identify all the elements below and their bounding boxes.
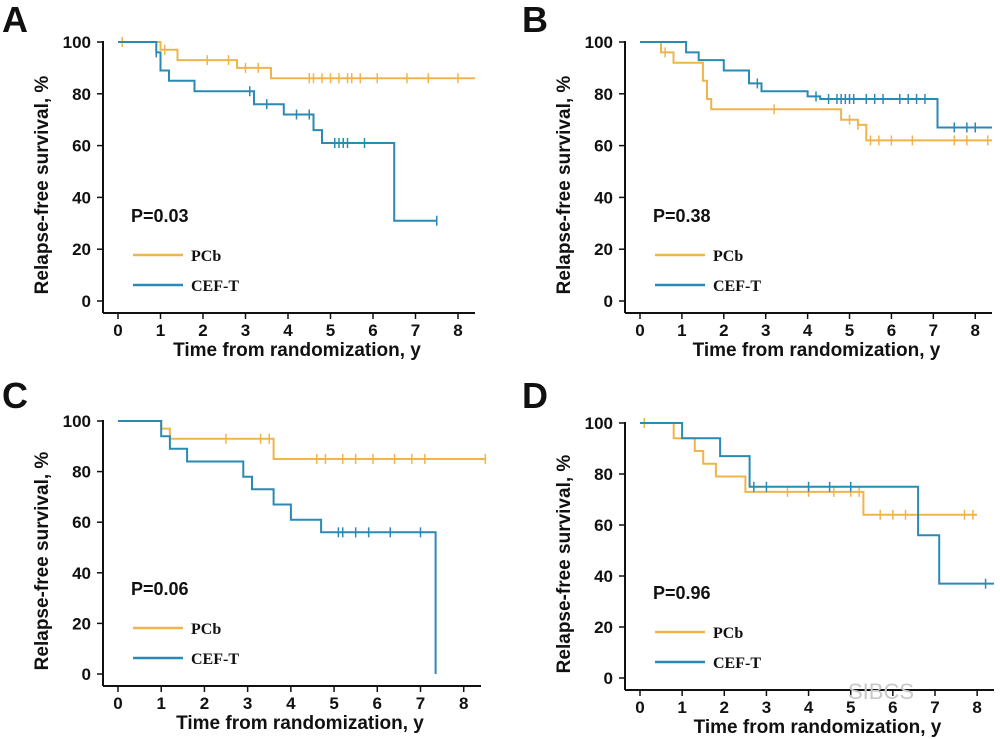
y-tick-label: 100 xyxy=(585,33,613,52)
y-tick-label: 40 xyxy=(594,188,613,207)
y-axis-title: Relapse-free survival, % xyxy=(32,452,53,671)
x-tick-label: 4 xyxy=(286,694,296,713)
x-tick-label: 5 xyxy=(326,321,335,340)
y-tick-label: 20 xyxy=(594,240,613,259)
series-line-pcb xyxy=(640,41,992,142)
series-line-pcb xyxy=(640,422,978,516)
panel-label: D xyxy=(522,375,548,416)
legend-label-pcb: PCb xyxy=(191,248,221,265)
y-axis-title: Relapse-free survival, % xyxy=(554,76,575,295)
legend-label-cef-t: CEF-T xyxy=(191,278,239,295)
y-tick-label: 80 xyxy=(72,463,91,482)
y-tick-label: 40 xyxy=(594,567,613,586)
y-tick-label: 0 xyxy=(604,292,613,311)
x-tick-label: 2 xyxy=(198,321,207,340)
x-tick-label: 7 xyxy=(416,694,425,713)
y-tick-label: 40 xyxy=(72,188,91,207)
x-axis-title: Time from randomization, y xyxy=(176,713,424,734)
x-tick-label: 4 xyxy=(283,321,293,340)
legend-label-pcb: PCb xyxy=(713,625,743,642)
series-line-pcb xyxy=(118,41,475,80)
x-tick-label: 7 xyxy=(930,698,939,717)
x-tick-label: 0 xyxy=(635,698,644,717)
x-tick-label: 0 xyxy=(113,694,122,713)
p-value: P=0.03 xyxy=(131,206,189,226)
x-tick-label: 8 xyxy=(453,321,462,340)
x-tick-label: 2 xyxy=(719,321,728,340)
x-tick-label: 5 xyxy=(329,694,338,713)
y-tick-label: 80 xyxy=(594,85,613,104)
x-tick-label: 3 xyxy=(241,321,250,340)
x-tick-label: 3 xyxy=(761,321,770,340)
p-value: P=0.06 xyxy=(131,579,189,599)
x-tick-label: 1 xyxy=(677,321,686,340)
x-axis-title: Time from randomization, y xyxy=(694,717,942,738)
panel-b: B 0 20 40 60 80 100 0 1 2 3 4 5 6 7 8 Time from randomiz… xyxy=(522,0,992,361)
panel-d: D 0 20 40 60 80 100 0 1 2 3 4 5 6 7 8 Time from randomiz… xyxy=(522,375,994,738)
y-tick-label: 60 xyxy=(72,513,91,532)
x-tick-label: 1 xyxy=(677,698,686,717)
y-tick-label: 20 xyxy=(72,240,91,259)
x-tick-label: 7 xyxy=(411,321,420,340)
p-value: P=0.96 xyxy=(653,583,711,603)
p-value: P=0.38 xyxy=(653,206,711,226)
x-axis-title: Time from randomization, y xyxy=(693,340,941,361)
x-tick-label: 4 xyxy=(803,321,813,340)
series-line-cef-t xyxy=(118,41,437,222)
x-tick-label: 2 xyxy=(720,698,729,717)
x-tick-label: 0 xyxy=(113,321,122,340)
y-axis-title: Relapse-free survival, % xyxy=(554,455,575,674)
y-tick-label: 40 xyxy=(72,564,91,583)
series-line-cef-t xyxy=(118,420,437,674)
legend-label-cef-t: CEF-T xyxy=(713,655,761,672)
x-tick-label: 6 xyxy=(368,321,377,340)
x-tick-label: 6 xyxy=(373,694,382,713)
legend-label-cef-t: CEF-T xyxy=(713,278,761,295)
x-tick-label: 1 xyxy=(156,321,165,340)
legend-label-cef-t: CEF-T xyxy=(191,651,239,668)
x-axis-title: Time from randomization, y xyxy=(173,340,421,361)
x-tick-label: 2 xyxy=(200,694,209,713)
series-line-cef-t xyxy=(640,41,992,129)
x-tick-label: 4 xyxy=(804,698,814,717)
watermark-text: SIBCS xyxy=(848,679,914,704)
panel-label: A xyxy=(2,0,28,40)
x-tick-label: 8 xyxy=(972,698,981,717)
series-line-pcb xyxy=(118,420,486,460)
series-line-cef-t xyxy=(640,422,994,585)
x-tick-label: 5 xyxy=(846,698,855,717)
x-tick-label: 5 xyxy=(845,321,854,340)
x-tick-label: 0 xyxy=(635,321,644,340)
x-tick-label: 6 xyxy=(888,698,897,717)
legend-label-pcb: PCb xyxy=(713,248,743,265)
x-tick-label: 8 xyxy=(971,321,980,340)
y-tick-label: 60 xyxy=(594,137,613,156)
panel-a: A 0 20 40 60 80 100 0 1 2 3 4 5 6 7 8 Time from randomiz… xyxy=(2,0,475,361)
y-tick-label: 60 xyxy=(72,137,91,156)
y-tick-label: 20 xyxy=(72,614,91,633)
y-tick-label: 20 xyxy=(594,618,613,637)
panel-label: B xyxy=(522,0,548,40)
y-tick-label: 100 xyxy=(63,33,91,52)
y-tick-label: 0 xyxy=(82,292,91,311)
y-tick-label: 80 xyxy=(594,465,613,484)
panel-label: C xyxy=(2,375,28,416)
x-tick-label: 3 xyxy=(762,698,771,717)
panel-c: C 0 20 40 60 80 100 0 1 2 3 4 5 6 7 8 Time from randomiz… xyxy=(2,375,487,734)
y-tick-label: 80 xyxy=(72,85,91,104)
legend-label-pcb: PCb xyxy=(191,621,221,638)
x-tick-label: 7 xyxy=(929,321,938,340)
y-tick-label: 100 xyxy=(585,414,613,433)
y-tick-label: 0 xyxy=(82,665,91,684)
y-axis-title: Relapse-free survival, % xyxy=(32,76,53,295)
x-tick-label: 6 xyxy=(887,321,896,340)
y-tick-label: 100 xyxy=(63,412,91,431)
y-tick-label: 60 xyxy=(594,516,613,535)
x-tick-label: 1 xyxy=(156,694,165,713)
x-tick-label: 3 xyxy=(243,694,252,713)
x-tick-label: 8 xyxy=(459,694,468,713)
y-tick-label: 0 xyxy=(604,669,613,688)
